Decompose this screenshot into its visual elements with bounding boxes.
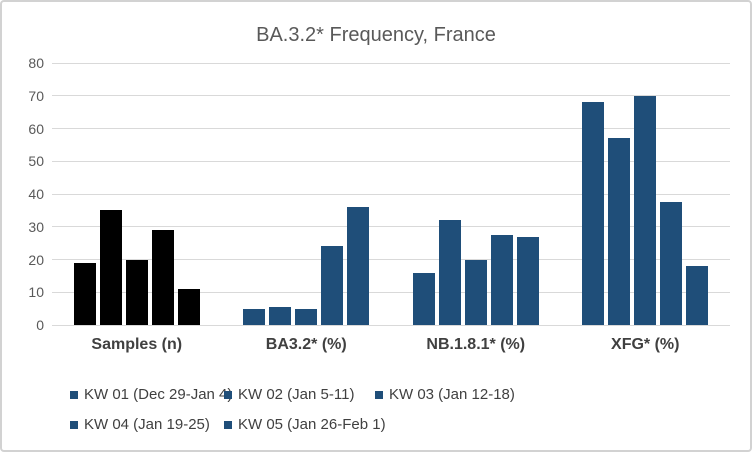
gridline [52,291,730,293]
y-tick-label: 10 [28,284,44,301]
y-tick-label: 0 [36,317,44,333]
bar [73,262,96,325]
legend-swatch-icon [224,421,232,429]
bar-group [561,63,731,325]
bar [608,138,631,325]
legend-item: KW 03 (Jan 12-18) [375,386,515,404]
bar [321,246,344,325]
bar [516,236,539,325]
gridline [52,193,730,195]
category-label: XFG* (%) [611,336,680,353]
gridline [52,324,730,326]
legend-swatch-icon [70,421,78,429]
legend-label: KW 04 (Jan 19-25) [84,416,210,433]
bar [177,288,200,325]
bar [464,259,487,325]
gridline [52,226,730,228]
gridline [52,128,730,129]
bar [295,308,318,325]
bar [438,220,461,325]
legend-label: KW 05 (Jan 26-Feb 1) [238,416,386,433]
bar-groups [52,63,730,325]
category-label: Samples (n) [91,336,183,353]
legend-item: KW 04 (Jan 19-25) [70,416,210,434]
legend-label: KW 02 (Jan 5-11) [238,386,355,403]
gridline [52,95,730,97]
category-label: BA3.2* (%) [265,336,347,353]
bar [243,308,266,325]
bar [99,210,122,325]
gridline [52,62,730,64]
legend-row-1: KW 01 (Dec 29-Jan 4) KW 02 (Jan 5-11) KW 0… [2,386,750,404]
chart-title: BA.3.2* Frequency, France [256,24,496,46]
bar [125,259,148,325]
bar [634,95,657,325]
bar-group [391,63,561,325]
gridline [52,160,730,162]
plot-area: 0 10 20 30 40 50 60 70 80 [28,55,730,333]
y-tick-label: 20 [28,251,44,268]
y-tick-label: 40 [28,186,44,202]
legend-swatch-icon [375,391,383,399]
bar [490,234,513,325]
legend-item: KW 05 (Jan 26-Feb 1) [224,416,386,434]
legend-item: KW 02 (Jan 5-11) [224,386,354,404]
legend-label: KW 01 (Dec 29-Jan 4) [84,386,233,403]
bar [660,202,683,325]
legend-item: KW 01 (Dec 29-Jan 4) [70,386,232,404]
y-tick-label: 60 [28,120,44,137]
y-tick-label: 70 [28,87,44,104]
bar [412,272,435,325]
bar [582,102,605,325]
bar [347,207,370,325]
y-tick-label: 50 [28,153,44,170]
y-tick-label: 30 [28,218,44,235]
y-tick-label: 80 [28,55,44,71]
bar [269,306,292,325]
bar [151,230,174,325]
category-axis: Samples (n) BA3.2* (%) NB.1.8.1* (%) XFG* (… [52,335,730,355]
bar-group [52,63,222,325]
gridline [52,259,730,260]
legend-label: KW 03 (Jan 12-18) [389,386,515,403]
legend-swatch-icon [70,391,78,399]
legend-swatch-icon [224,391,232,399]
legend-row-2: KW 04 (Jan 19-25) KW 05 (Jan 26-Feb 1) [2,416,750,434]
category-label: NB.1.8.1* (%) [426,336,526,353]
bar [686,266,709,325]
bar-group [222,63,392,325]
